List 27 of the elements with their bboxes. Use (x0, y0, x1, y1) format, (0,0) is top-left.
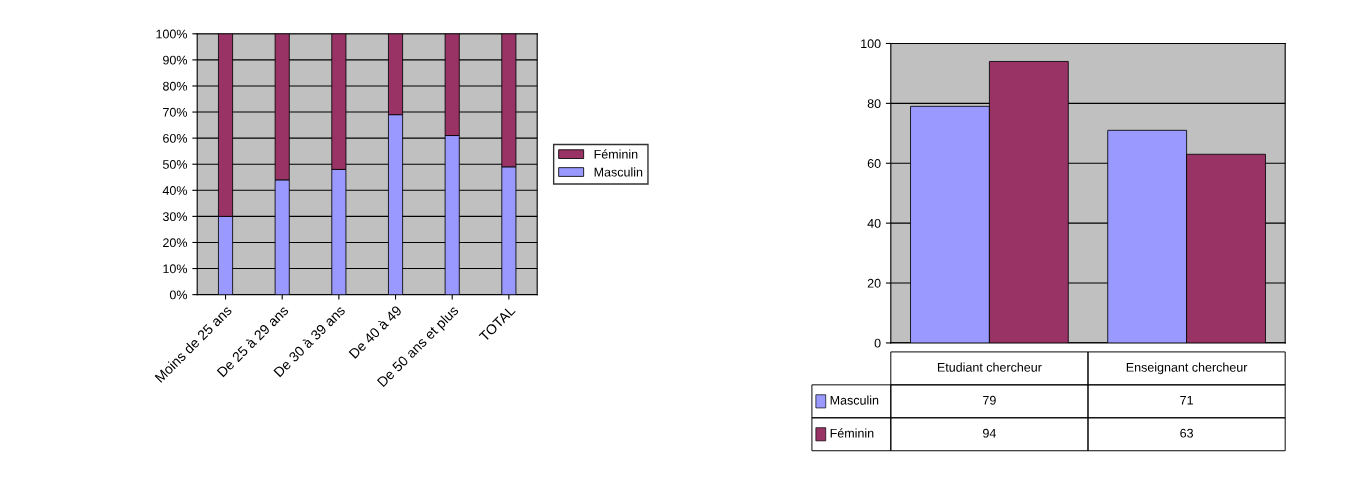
y-tick-label: 50% (162, 160, 188, 169)
y-tick-label: 100% (156, 29, 188, 39)
y-tick-label: 40 (867, 218, 881, 228)
y-tick-label: 0% (169, 290, 188, 300)
y-tick-label: 40% (162, 186, 188, 195)
y-tick-label: 20 (867, 278, 881, 288)
y-tick-label: 90% (163, 55, 188, 65)
y-tick-label: 0 (874, 338, 881, 348)
y-tick-label: 30% (162, 212, 188, 222)
data-label: 79 (983, 395, 996, 405)
y-tick-label: 70% (163, 107, 188, 117)
y-tick-label: 20% (163, 238, 188, 248)
x-tick-label: Enseignant chercheur (1126, 362, 1248, 375)
data-label: 63 (1180, 428, 1193, 438)
y-tick-label: 10% (163, 264, 188, 274)
data-label: 71 (1180, 395, 1193, 405)
data-label: 94 (983, 428, 996, 438)
x-tick-label: Etudiant chercheur (937, 362, 1042, 372)
y-tick-label: 60% (163, 133, 188, 143)
y-tick-label: 80 (867, 99, 881, 109)
legend-label: Féminin (830, 428, 874, 438)
y-tick-label: 60 (867, 159, 881, 168)
legend-label: Masculin (830, 395, 879, 405)
y-tick-label: 100 (861, 39, 881, 49)
legend-label: Masculin (594, 167, 643, 177)
legend-label: Féminin (594, 149, 638, 159)
y-tick-label: 80% (163, 81, 188, 91)
